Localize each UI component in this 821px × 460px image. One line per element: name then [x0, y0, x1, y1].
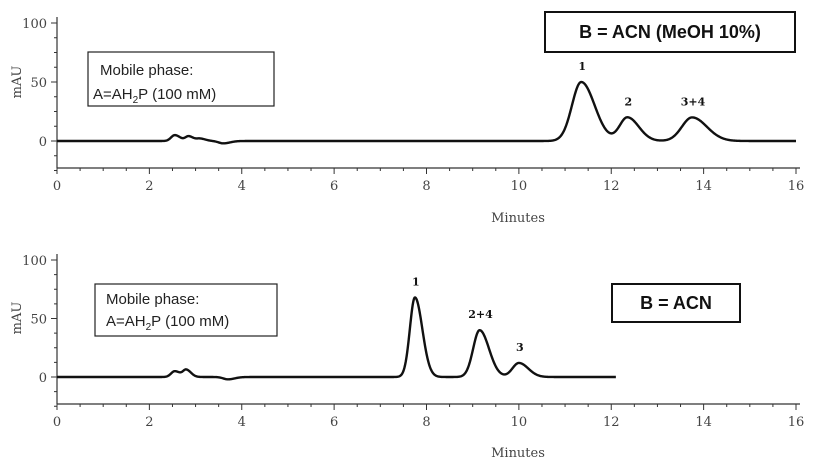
x-tick-label: 14 [695, 415, 712, 430]
x-tick-label: 10 [511, 179, 528, 194]
y-axis-label-top: mAU [10, 66, 25, 99]
x-tick-label: 12 [603, 415, 620, 430]
x-tick-label: 0 [53, 179, 61, 194]
x-tick-label: 4 [238, 179, 246, 194]
x-tick-label: 16 [788, 415, 805, 430]
condition-box-top: B = ACN (MeOH 10%) [544, 11, 796, 53]
y-tick-label: 50 [30, 313, 47, 328]
y-tick-label: 50 [30, 76, 47, 91]
peak-labels-bottom: 1 2+4 3 [412, 275, 524, 354]
peak-label: 3+4 [681, 95, 706, 108]
x-tick-label: 2 [145, 415, 153, 430]
mobile-phase-box-bottom: Mobile phase: A=AH2P (100 mM) [94, 283, 278, 337]
x-tick-label: 10 [511, 415, 528, 430]
x-axis-label-bottom: Minutes [491, 446, 545, 460]
peak-label: 2+4 [468, 308, 493, 321]
condition-box-bottom: B = ACN [611, 283, 741, 323]
mobile-phase-title-top: Mobile phase: [100, 62, 193, 79]
x-axis-label-top: Minutes [491, 211, 545, 226]
x-tick-label: 6 [330, 415, 338, 430]
peak-label: 3 [516, 341, 524, 354]
condition-label-bottom: B = ACN [640, 293, 712, 313]
x-tick-label: 8 [422, 179, 430, 194]
x-tick-label: 8 [422, 415, 430, 430]
axes-bottom: 0 2 4 6 8 10 12 14 16 100 50 0 [22, 254, 804, 430]
x-tick-label: 4 [238, 415, 246, 430]
trace-top [56, 80, 797, 145]
mobile-phase-title-bottom: Mobile phase: [106, 291, 199, 308]
y-tick-label: 100 [22, 254, 47, 269]
peak-label: 1 [412, 275, 420, 288]
peak-labels-top: 1 2 3+4 [578, 60, 705, 108]
chromatogram-bottom: 0 2 4 6 8 10 12 14 16 100 50 0 1 2+4 3 Minutes mAU Mo… [10, 254, 804, 460]
y-tick-label: 0 [39, 371, 47, 386]
y-tick-label: 100 [22, 17, 47, 32]
mobile-phase-value-top: A=AH2P (100 mM) [93, 86, 216, 106]
y-tick-label: 0 [39, 135, 47, 150]
x-tick-label: 0 [53, 415, 61, 430]
peak-label: 2 [625, 95, 633, 108]
mobile-phase-box-top: Mobile phase: A=AH2P (100 mM) [87, 51, 275, 107]
x-tick-label: 6 [330, 179, 338, 194]
peak-label: 1 [578, 60, 586, 73]
x-tick-label: 14 [695, 179, 712, 194]
y-axis-label-bottom: mAU [10, 302, 25, 335]
condition-label-top: B = ACN (MeOH 10%) [579, 22, 761, 42]
trace-bottom [56, 296, 617, 381]
x-tick-label: 2 [145, 179, 153, 194]
x-tick-label: 12 [603, 179, 620, 194]
mobile-phase-value-bottom: A=AH2P (100 mM) [106, 313, 229, 333]
x-tick-label: 16 [788, 179, 805, 194]
